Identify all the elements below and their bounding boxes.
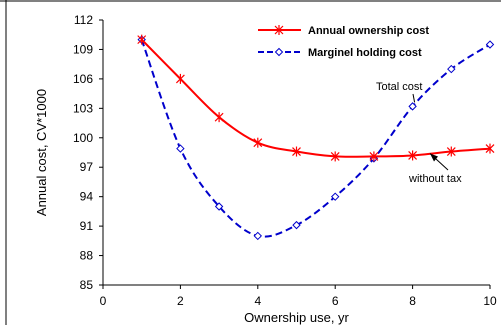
data-point — [214, 202, 224, 211]
series-0 — [137, 34, 495, 162]
series-group — [137, 34, 495, 241]
legend-label: Marginel holding cost — [308, 47, 422, 59]
legend-marker — [274, 25, 284, 35]
data-point — [485, 40, 495, 49]
y-tick-label: 100 — [73, 131, 93, 145]
x-tick-label: 4 — [254, 294, 261, 308]
y-tick-label: 88 — [80, 249, 94, 263]
annotation-leader — [412, 93, 416, 103]
y-axis-title: Annual cost, CV*1000 — [34, 89, 49, 216]
annotations: Total cost without tax — [376, 81, 462, 185]
legend: Annual ownership cost Marginel holding co… — [258, 25, 429, 59]
data-point — [292, 146, 301, 157]
x-tick-label: 2 — [177, 294, 184, 308]
data-point — [408, 150, 418, 161]
data-point — [446, 146, 456, 157]
series-line — [140, 38, 491, 158]
y-tick-label: 109 — [73, 42, 93, 56]
annotation-arrowhead — [430, 153, 438, 162]
data-point — [253, 231, 263, 241]
x-tick-label: 0 — [100, 294, 107, 308]
data-point — [292, 220, 301, 230]
data-point — [330, 192, 340, 201]
series-line — [140, 39, 491, 238]
x-axis-title: Ownership use, yr — [244, 310, 349, 325]
data-point — [175, 73, 185, 84]
data-point — [369, 151, 379, 162]
data-point — [447, 64, 456, 74]
y-tick-label: 106 — [73, 72, 93, 86]
x-tick-label: 8 — [409, 294, 416, 308]
y-tick-label: 103 — [73, 101, 93, 115]
data-point — [253, 137, 263, 148]
legend-marker — [274, 47, 284, 57]
data-point — [408, 102, 417, 111]
y-tick-label: 94 — [80, 190, 94, 204]
y-tick-label: 97 — [80, 160, 94, 174]
legend-label: Annual ownership cost — [308, 25, 429, 37]
y-tick-label: 85 — [80, 278, 94, 292]
data-point — [330, 151, 340, 162]
annotation-label: without tax — [408, 173, 462, 185]
axes: 85 88 91 94 97 100 103 106 109 112 0 2 4 6 8 10 — [73, 13, 497, 308]
y-tick-label: 91 — [80, 219, 94, 233]
annotation-label: Total cost — [376, 81, 422, 93]
x-tick-label: 6 — [332, 294, 339, 308]
y-tick-label: 112 — [74, 13, 93, 27]
data-point — [176, 144, 185, 153]
data-point — [214, 112, 224, 123]
data-point — [137, 34, 147, 45]
x-tick-label: 10 — [483, 294, 497, 308]
data-point — [485, 143, 495, 154]
